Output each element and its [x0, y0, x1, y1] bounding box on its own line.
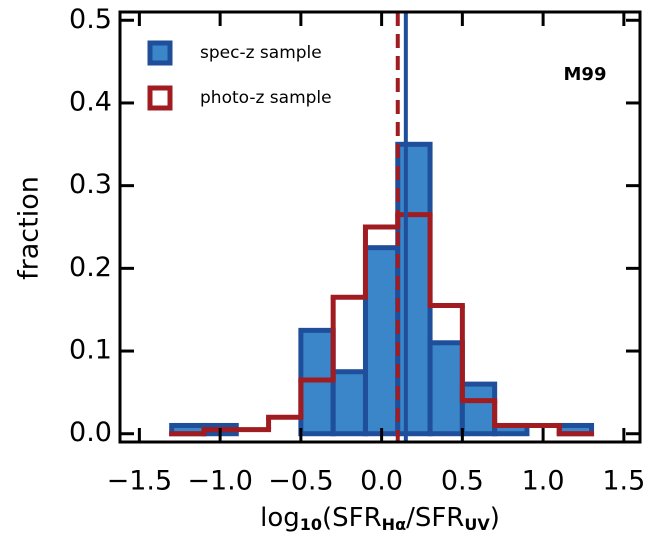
- x-tick-label: −0.5: [268, 466, 334, 497]
- x-axis-label: log10(SFRHα/SFRUV): [260, 503, 500, 534]
- x-tick-label: 1.5: [602, 466, 645, 497]
- legend-label: photo-z sample: [200, 88, 332, 108]
- x-label-part: (SFR: [322, 503, 382, 533]
- bar: [427, 340, 465, 437]
- x-label-part: /SFR: [406, 503, 464, 533]
- x-label-part: UV: [464, 515, 490, 534]
- bar: [362, 245, 401, 437]
- x-tick-label: 0.5: [441, 466, 484, 497]
- x-label-part: Hα: [382, 515, 406, 534]
- y-tick-label: 0.3: [69, 169, 112, 200]
- plot-frame: [118, 10, 642, 444]
- y-tick-label: 0.4: [69, 86, 112, 117]
- x-label-part: ): [490, 503, 500, 533]
- y-tick-label: 0.2: [69, 252, 112, 283]
- y-axis-label: fraction: [14, 176, 45, 280]
- legend-swatch: [147, 40, 173, 66]
- annotation: M99: [564, 64, 607, 85]
- bar: [459, 381, 498, 437]
- x-tick-label: 1.0: [522, 466, 565, 497]
- y-tick-label: 0.5: [69, 4, 112, 35]
- legend-swatch: [147, 85, 173, 111]
- x-tick-label: 0.0: [360, 466, 403, 497]
- x-label-part: 10: [300, 515, 322, 534]
- x-tick-label: −1.0: [187, 466, 253, 497]
- legend-label: spec-z sample: [200, 43, 322, 63]
- y-tick-label: 0.1: [69, 335, 112, 366]
- x-label-part: log: [260, 503, 300, 533]
- bar: [330, 369, 368, 437]
- y-tick-label: 0.0: [69, 417, 112, 448]
- x-tick-label: −1.5: [107, 466, 173, 497]
- bar: [395, 141, 433, 437]
